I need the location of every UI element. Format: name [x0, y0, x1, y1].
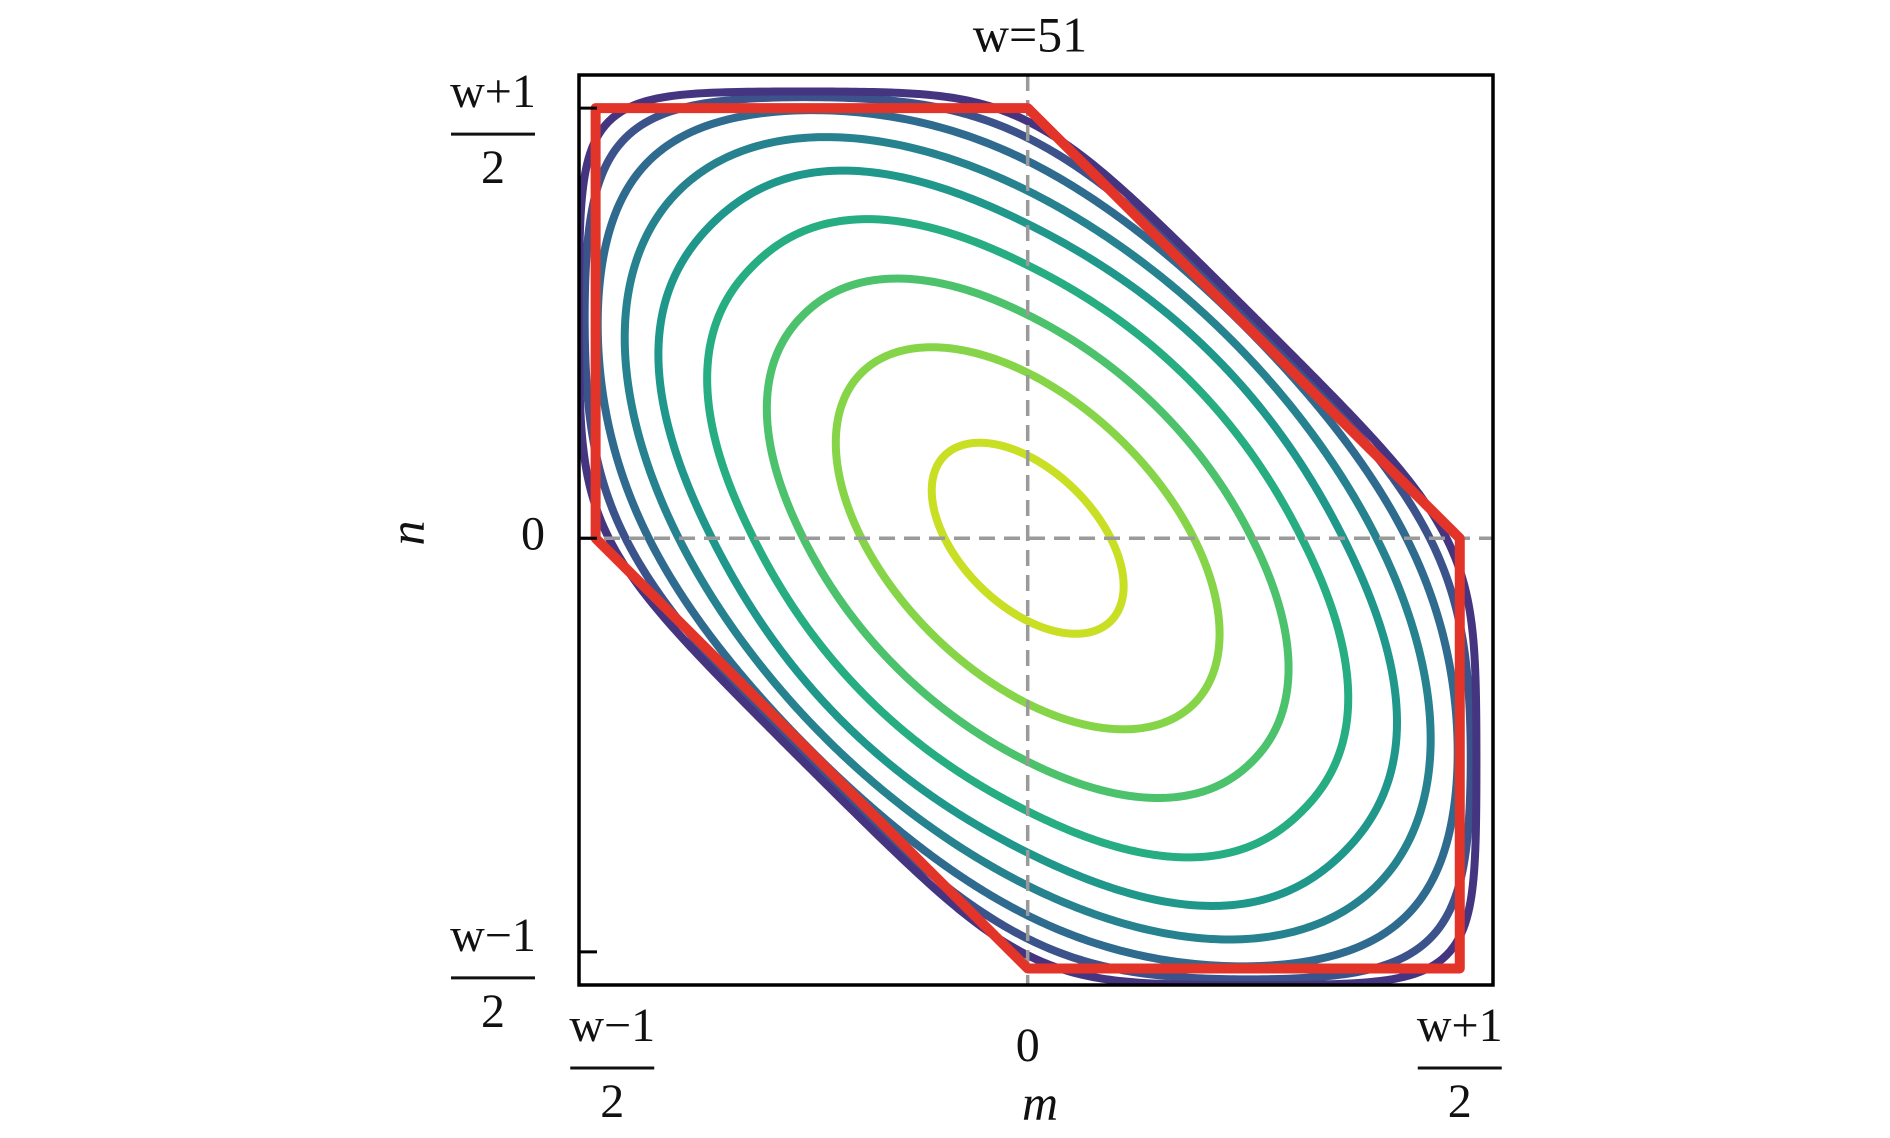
contour-line [762, 274, 1293, 803]
tick-label-numerator: w−1 [569, 999, 655, 1052]
plot-frame [577, 73, 1495, 987]
tick-label-denominator: 2 [481, 141, 505, 194]
tick-label-numerator: w+1 [450, 65, 536, 118]
plot-area [579, 75, 1493, 985]
tick-label: 0 [521, 507, 545, 560]
y-axis-label: n [378, 521, 434, 546]
chart-title: w=51 [973, 6, 1087, 62]
contour-line [580, 93, 1475, 984]
tick-label-numerator: w−1 [450, 909, 536, 962]
contour-line [620, 133, 1435, 944]
tick-label-denominator: 2 [600, 1075, 624, 1128]
tick-label-numerator: w+1 [1417, 999, 1503, 1052]
x-axis-label: m [1022, 1074, 1058, 1130]
tick-label-denominator: 2 [1448, 1075, 1472, 1128]
tick-label-denominator: 2 [481, 985, 505, 1038]
tick-label: 0 [1016, 1019, 1040, 1072]
contour-line [703, 215, 1353, 862]
